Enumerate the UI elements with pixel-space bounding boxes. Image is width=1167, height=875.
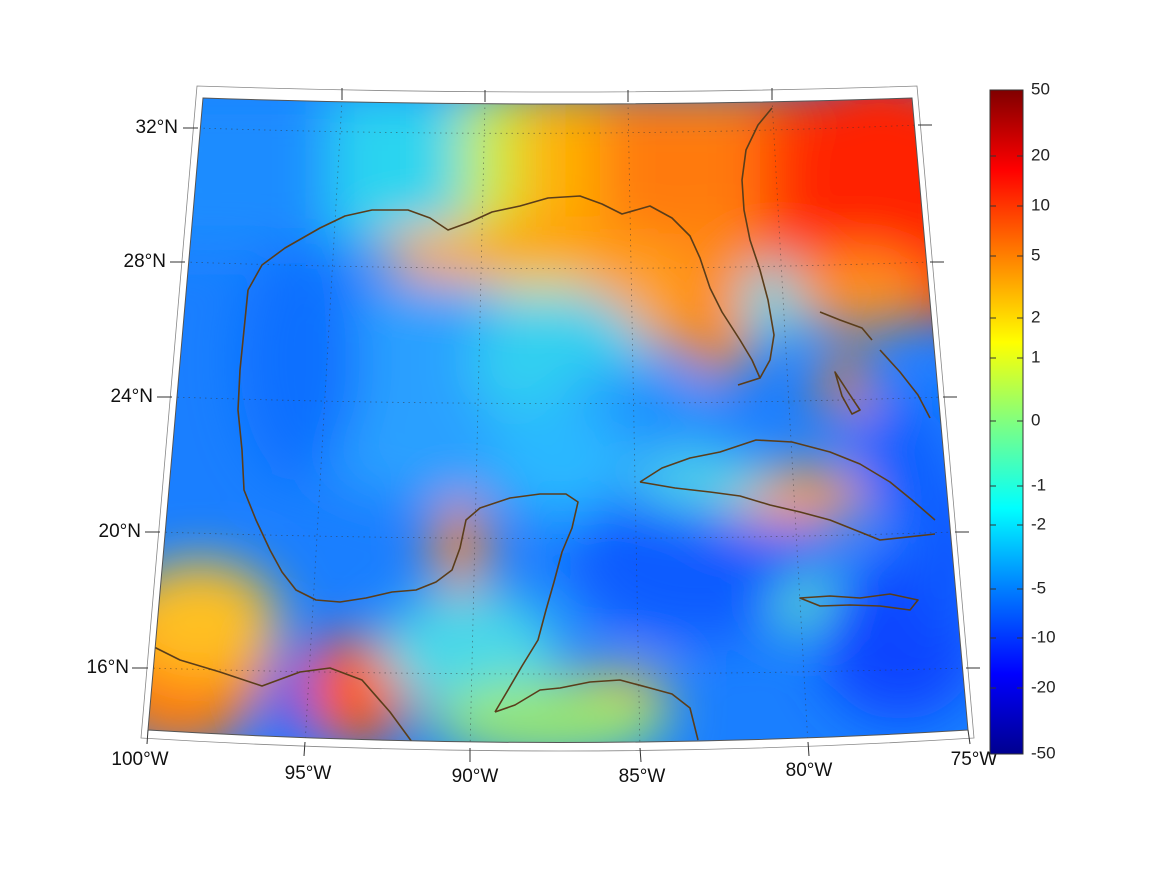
lon-label-90w: 90°W: [452, 766, 499, 787]
lat-label-20n: 20°N: [99, 521, 141, 542]
colorbar-tick-label: 2: [1031, 307, 1040, 326]
map-field: [148, 98, 968, 743]
coastlines: [149, 107, 936, 743]
colorbar-tick-label: 10: [1031, 195, 1050, 214]
colorbar-ticks: [990, 89, 1023, 755]
colorbar-tick-label: -50: [1031, 743, 1056, 762]
colorbar-tick-label: -5: [1031, 578, 1046, 597]
colorbar-tick-label: 1: [1031, 347, 1040, 366]
map-frame-outer: [140, 85, 975, 752]
lat-label-16n: 16°N: [87, 657, 129, 678]
lon-label-85w: 85°W: [619, 766, 666, 787]
colorbar-tick-label: -20: [1031, 677, 1056, 696]
colorbar-tick-label: 50: [1031, 79, 1050, 98]
map-frame: [147, 97, 969, 743]
graticule: [148, 99, 967, 743]
lat-label-28n: 28°N: [124, 251, 166, 272]
lon-label-95w: 95°W: [285, 763, 332, 784]
lon-tick-marks: [146, 88, 971, 763]
colorbar-tick-label: -10: [1031, 627, 1056, 646]
colorbar-gradient-bar: [989, 89, 1024, 755]
lon-label-80w: 80°W: [786, 760, 833, 781]
colorbar-tick-label: 0: [1031, 410, 1040, 429]
lat-label-24n: 24°N: [111, 386, 153, 407]
colorbar-tick-label: -1: [1031, 475, 1046, 494]
colorbar-tick-label: 20: [1031, 145, 1050, 164]
lon-label-100w: 100°W: [111, 749, 168, 770]
lon-label-75w: 75°W: [951, 749, 998, 770]
colorbar-tick-label: -2: [1031, 514, 1046, 533]
lat-tick-marks: [132, 124, 980, 669]
lat-label-32n: 32°N: [136, 117, 178, 138]
colorbar-tick-label: 5: [1031, 245, 1040, 264]
